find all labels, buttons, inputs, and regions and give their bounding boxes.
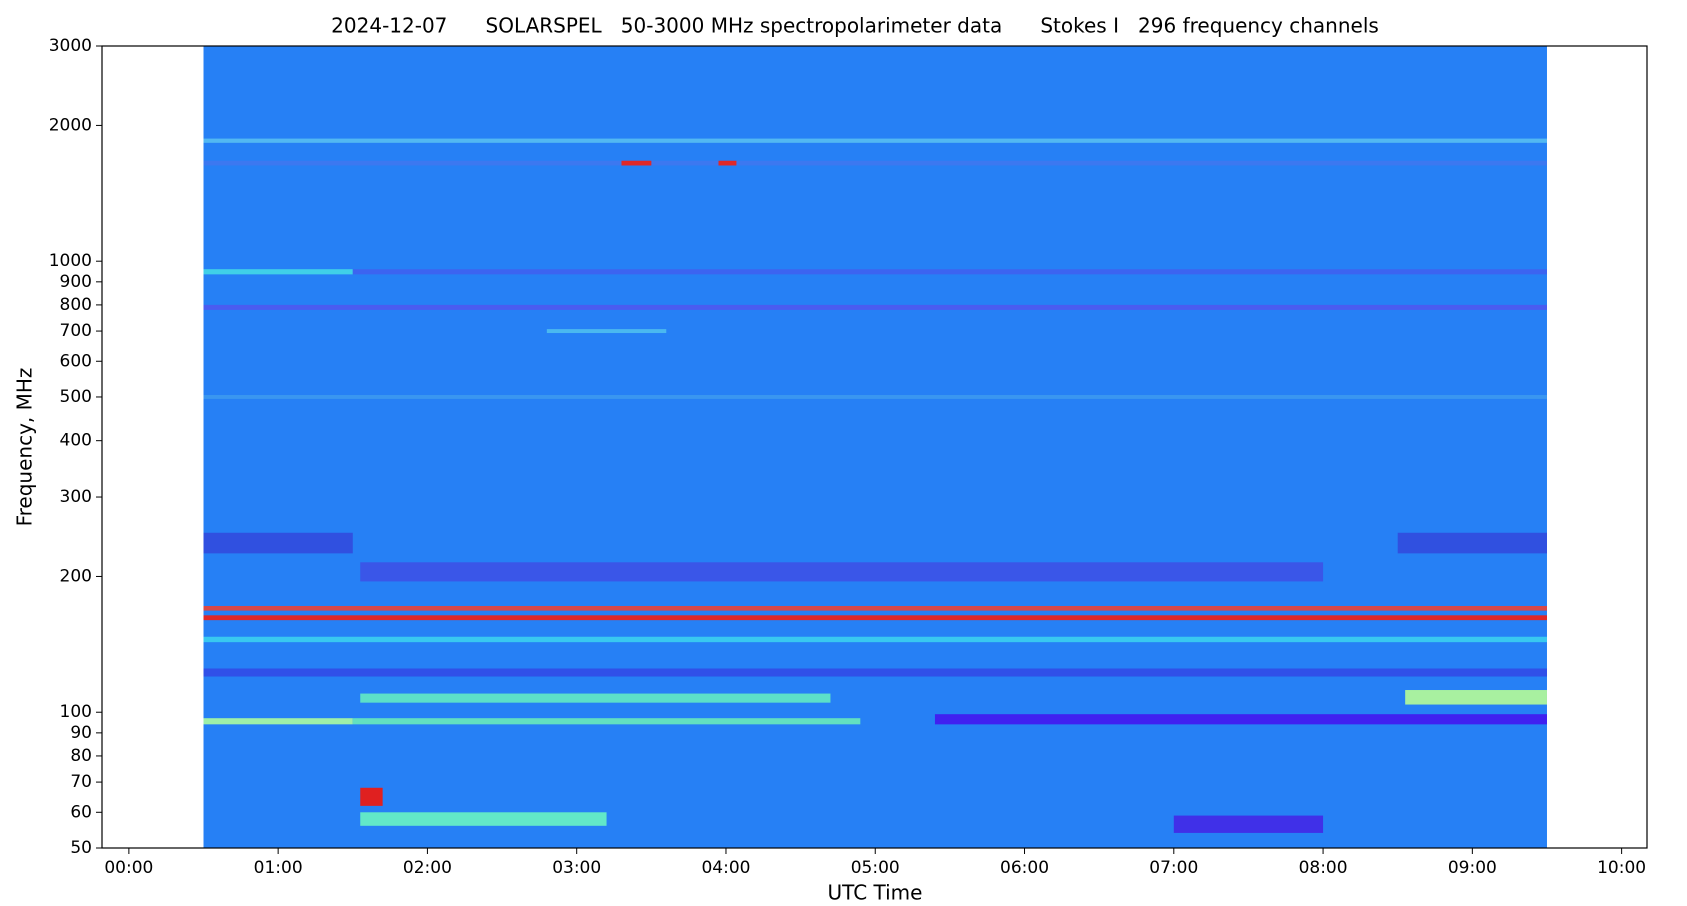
- spectral-band: [203, 269, 353, 275]
- spectral-band: [352, 269, 1547, 275]
- spectral-band: [546, 329, 667, 334]
- y-tick-label: 200: [60, 566, 92, 586]
- spectral-band: [203, 138, 1547, 143]
- spectral-band: [203, 636, 1547, 643]
- y-tick-label: 900: [60, 272, 92, 292]
- x-tick-label: 05:00: [851, 858, 900, 878]
- y-axis-label: Frequency, MHz: [13, 368, 37, 527]
- spectral-band: [203, 605, 1547, 611]
- x-tick-label: 01:00: [254, 858, 303, 878]
- x-tick-label: 02:00: [403, 858, 452, 878]
- y-tick-label: 600: [60, 351, 92, 371]
- y-tick-label: 1000: [49, 251, 92, 271]
- spectral-band: [1173, 815, 1324, 833]
- spectral-band: [360, 562, 1324, 582]
- spectral-band: [1397, 532, 1547, 554]
- x-tick-label: 07:00: [1149, 858, 1198, 878]
- spectral-band: [203, 304, 1547, 310]
- spectral-band: [360, 787, 383, 806]
- y-tick-label: 700: [60, 321, 92, 341]
- x-tick-label: 06:00: [1000, 858, 1049, 878]
- y-tick-label: 60: [70, 802, 92, 822]
- spectral-band: [203, 668, 1547, 677]
- spectrogram-background: [203, 46, 1547, 848]
- y-tick-label: 2000: [49, 115, 92, 135]
- y-tick-label: 80: [70, 746, 92, 766]
- chart-title: 2024-12-07 SOLARSPEL 50-3000 MHz spectro…: [331, 14, 1379, 38]
- y-tick-label: 100: [60, 702, 92, 722]
- spectral-band: [360, 812, 607, 826]
- x-tick-label: 10:00: [1597, 858, 1646, 878]
- spectral-band: [203, 615, 1547, 621]
- spectral-band: [360, 693, 831, 703]
- x-tick-label: 03:00: [552, 858, 601, 878]
- y-tick-label: 300: [60, 487, 92, 507]
- spectral-band: [1405, 690, 1547, 705]
- x-tick-label: 08:00: [1299, 858, 1348, 878]
- y-tick-label: 90: [70, 723, 92, 743]
- spectral-band: [352, 718, 861, 725]
- y-tick-label: 500: [60, 387, 92, 407]
- spectral-band: [203, 160, 1547, 166]
- y-tick-label: 50: [70, 838, 92, 858]
- x-tick-label: 00:00: [104, 858, 153, 878]
- plot-frame: [101, 45, 1648, 849]
- x-tick-label: 04:00: [701, 858, 750, 878]
- y-tick-label: 3000: [49, 36, 92, 56]
- spectral-band: [934, 714, 1547, 725]
- x-axis-label: UTC Time: [828, 881, 923, 905]
- y-tick-label: 70: [70, 772, 92, 792]
- spectral-band: [203, 395, 1547, 399]
- y-tick-label: 400: [60, 431, 92, 451]
- spectral-band: [203, 532, 353, 554]
- spectral-band: [718, 160, 737, 166]
- spectral-band: [203, 718, 353, 725]
- x-tick-label: 09:00: [1448, 858, 1497, 878]
- y-tick-label: 800: [60, 295, 92, 315]
- spectral-band: [621, 160, 652, 166]
